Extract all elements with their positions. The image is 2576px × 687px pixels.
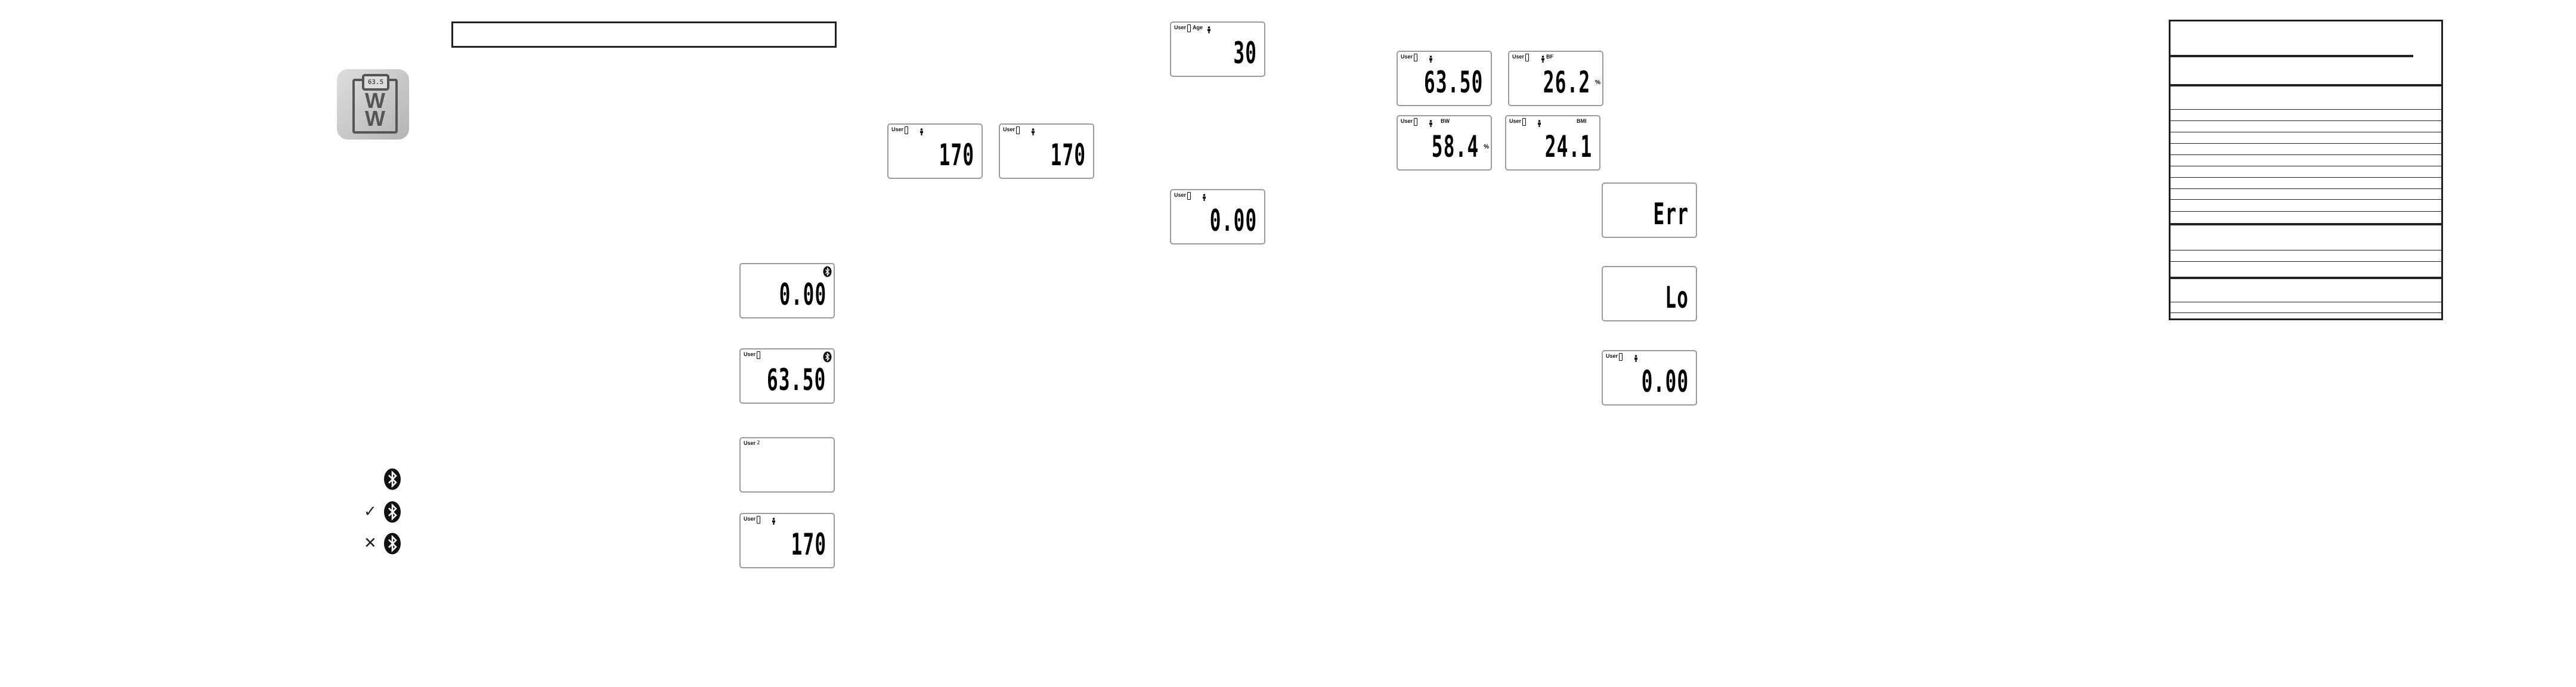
- user-number-segment: [1187, 24, 1191, 32]
- table-row-divider: [2171, 188, 2441, 189]
- display-value: Lo: [1665, 280, 1689, 315]
- user-label: User: [891, 126, 904, 132]
- lcd-display: User 170: [999, 123, 1094, 179]
- display-value: 0.00: [779, 277, 826, 312]
- table-row-divider: [2171, 199, 2441, 200]
- table-row-divider: [2171, 312, 2441, 313]
- bluetooth-icon: [823, 266, 832, 277]
- person-icon: [1429, 54, 1433, 63]
- measurement-label: Age: [1193, 24, 1203, 30]
- table-row-divider: [2171, 120, 2441, 121]
- lcd-display: User BW 58.4%: [1397, 115, 1492, 171]
- measurement-label: BF: [1546, 54, 1553, 60]
- person-icon: [1634, 353, 1638, 362]
- user-label: User: [1606, 353, 1618, 359]
- lcd-display: User 0.00: [1170, 189, 1265, 245]
- user-label: User: [1174, 24, 1187, 30]
- display-value: 26.2: [1543, 65, 1590, 100]
- person-icon: [1537, 118, 1541, 127]
- lcd-display: User 170: [739, 513, 835, 568]
- specification-table: [2169, 20, 2443, 320]
- lcd-display: User 63.50: [739, 348, 835, 404]
- table-row-divider: [2171, 143, 2441, 144]
- user-number-segment: [905, 126, 908, 134]
- person-icon: [1202, 192, 1206, 201]
- unit-label: %: [1595, 79, 1600, 86]
- display-value: 30: [1233, 36, 1257, 70]
- bluetooth-icon: [383, 533, 401, 555]
- person-icon: [772, 516, 776, 525]
- section-title-box: [451, 21, 837, 48]
- user-number-segment: [1525, 54, 1529, 61]
- user-label: User: [744, 351, 756, 357]
- display-value: 63.50: [767, 363, 826, 397]
- user-number-segment: [1187, 192, 1191, 200]
- person-icon: [1541, 54, 1545, 63]
- unit-label: %: [1484, 144, 1489, 150]
- user-number: 2: [757, 440, 760, 446]
- display-value: 58.4: [1431, 129, 1479, 164]
- person-icon: [919, 126, 924, 135]
- table-row-divider: [2171, 223, 2441, 225]
- measurement-label: BW: [1441, 118, 1450, 124]
- lcd-display: User 170: [887, 123, 983, 179]
- bluetooth-icon: [383, 501, 401, 523]
- display-value: 63.50: [1424, 65, 1484, 100]
- lcd-display: User 63.50: [1397, 51, 1492, 106]
- display-value: 0.00: [1209, 203, 1257, 238]
- table-row-divider: [2171, 211, 2441, 212]
- lcd-display: Err: [1602, 182, 1697, 238]
- user-number-segment: [1016, 126, 1020, 134]
- bluetooth-icon: [823, 351, 832, 363]
- user-label: User: [1174, 192, 1187, 198]
- display-value: Err: [1653, 197, 1689, 231]
- user-number-segment: [1619, 353, 1623, 361]
- table-row-divider: [2171, 277, 2441, 279]
- lcd-display: User 0.00: [1602, 350, 1697, 406]
- person-icon: [1429, 118, 1433, 127]
- person-icon: [1031, 126, 1035, 135]
- user-label: User: [1003, 126, 1015, 132]
- user-label: User: [1512, 54, 1525, 60]
- user-number-segment: [1414, 54, 1417, 61]
- user-number-segment: [1522, 118, 1526, 126]
- user-label: User: [1401, 54, 1413, 60]
- table-row-divider: [2171, 109, 2441, 110]
- user-number-segment: [757, 351, 760, 359]
- cross-icon: ✕: [364, 534, 377, 552]
- display-value: 24.1: [1544, 129, 1592, 164]
- user-label: User: [1509, 118, 1522, 124]
- user-label: User: [744, 516, 756, 522]
- lcd-display: User BF 26.2%: [1508, 51, 1603, 106]
- user-number-segment: [1414, 118, 1417, 126]
- person-icon: [1207, 24, 1211, 33]
- display-value: 170: [791, 527, 826, 562]
- lcd-display: User Age 30: [1170, 21, 1265, 77]
- lcd-display: User BMI 24.1: [1505, 115, 1600, 171]
- display-value: 170: [939, 138, 974, 172]
- table-row-divider: [2171, 84, 2441, 86]
- table-row-divider: [2171, 55, 2413, 57]
- lcd-display: 0.00: [739, 263, 835, 318]
- user-number-segment: [757, 516, 760, 524]
- lcd-display: User 2: [739, 437, 835, 493]
- user-label: User: [1401, 118, 1413, 124]
- user-label: User: [744, 440, 756, 446]
- table-row-divider: [2171, 154, 2441, 155]
- table-row-divider: [2171, 261, 2441, 262]
- logo-screen: 63.5: [362, 74, 389, 91]
- table-row-divider: [2171, 177, 2441, 178]
- bluetooth-icon: [383, 468, 401, 490]
- display-value: 0.00: [1641, 364, 1689, 399]
- display-value: 170: [1050, 138, 1086, 172]
- lcd-display: Lo: [1602, 266, 1697, 321]
- measurement-label: BMI: [1577, 118, 1587, 124]
- check-icon: ✓: [364, 503, 377, 521]
